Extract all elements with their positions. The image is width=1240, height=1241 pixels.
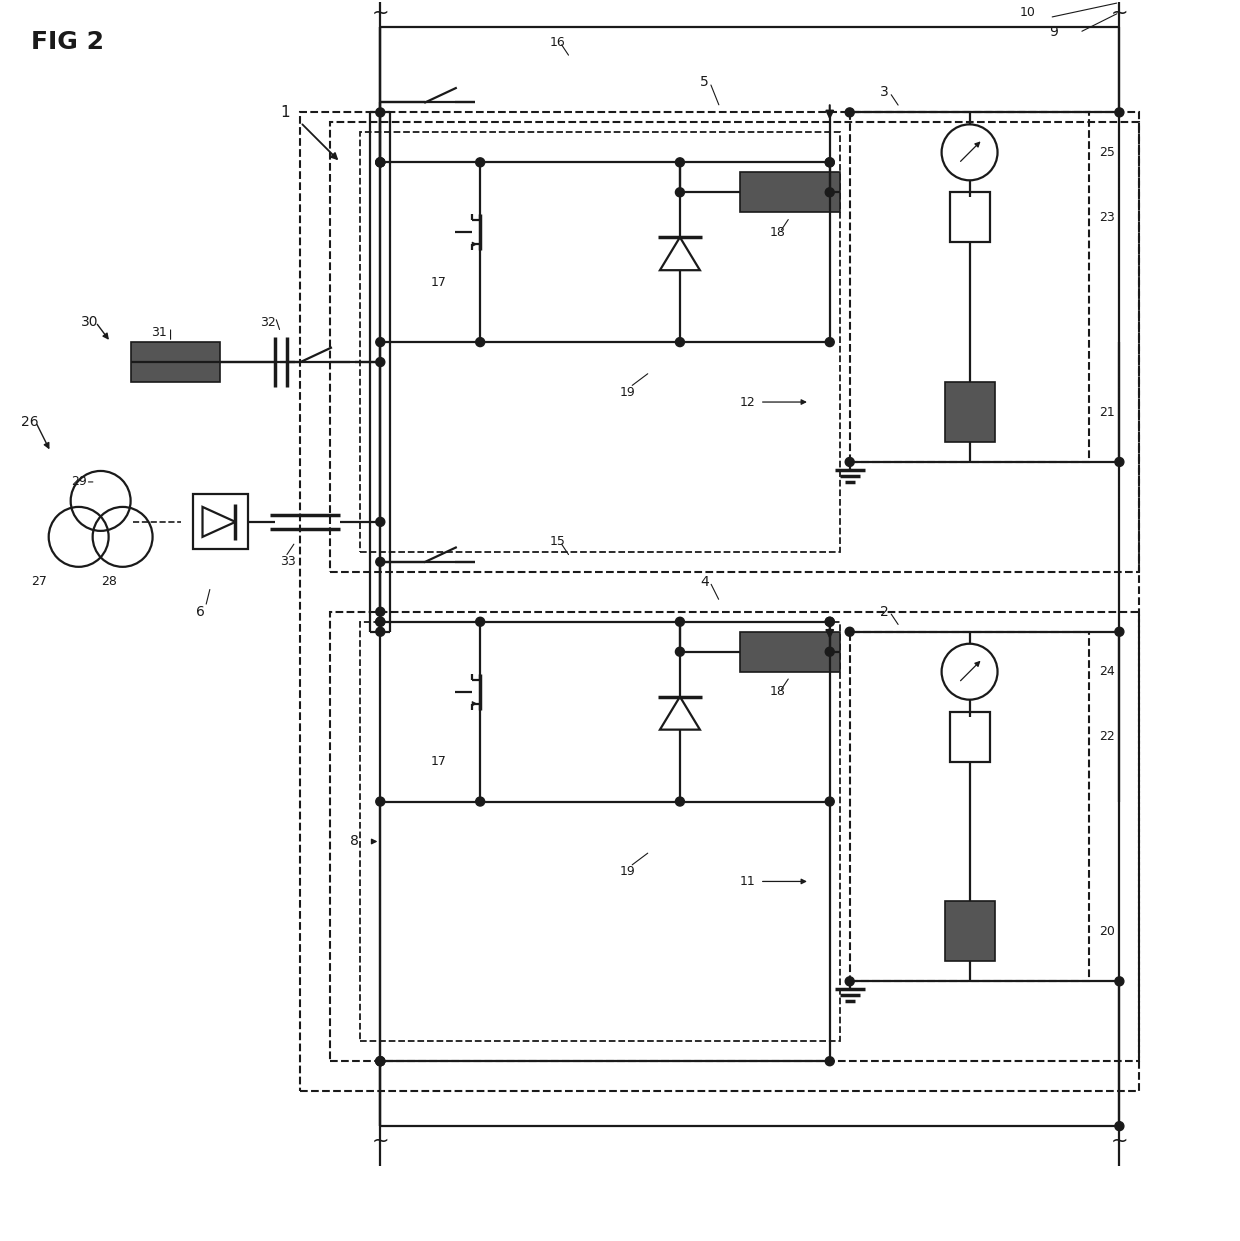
Circle shape (476, 158, 485, 166)
Text: 31: 31 (150, 325, 166, 339)
Polygon shape (740, 632, 839, 671)
Circle shape (376, 627, 384, 637)
Text: 2: 2 (879, 604, 888, 619)
Text: 17: 17 (430, 755, 446, 768)
Circle shape (376, 607, 384, 617)
Circle shape (376, 517, 384, 526)
Circle shape (941, 124, 997, 180)
Circle shape (376, 158, 384, 166)
Text: 3: 3 (879, 86, 888, 99)
Circle shape (826, 158, 835, 166)
Text: ~: ~ (1111, 2, 1128, 22)
Circle shape (476, 338, 485, 346)
Circle shape (676, 158, 684, 166)
Text: 19: 19 (620, 865, 636, 877)
Text: 26: 26 (21, 414, 38, 429)
Circle shape (476, 617, 485, 627)
Polygon shape (945, 901, 994, 962)
Circle shape (376, 1057, 384, 1066)
Circle shape (676, 797, 684, 807)
Text: 6: 6 (196, 604, 205, 619)
Circle shape (846, 627, 854, 637)
Circle shape (1115, 108, 1123, 117)
Circle shape (676, 648, 684, 656)
Circle shape (826, 797, 835, 807)
Circle shape (676, 338, 684, 346)
Text: ~: ~ (372, 1131, 389, 1152)
Text: 32: 32 (260, 315, 277, 329)
Circle shape (846, 977, 854, 985)
Circle shape (376, 1057, 384, 1066)
Circle shape (376, 108, 384, 117)
Circle shape (376, 158, 384, 166)
Circle shape (376, 338, 384, 346)
Circle shape (826, 158, 835, 166)
Circle shape (376, 617, 384, 627)
Text: 33: 33 (280, 555, 296, 568)
Polygon shape (193, 494, 248, 550)
Text: 29: 29 (71, 475, 87, 489)
Circle shape (826, 187, 835, 197)
Text: 19: 19 (620, 386, 636, 398)
Text: 21: 21 (1100, 406, 1115, 418)
Text: 5: 5 (699, 76, 708, 89)
Text: 15: 15 (551, 535, 565, 549)
Text: 18: 18 (770, 685, 786, 699)
Text: 28: 28 (100, 576, 117, 588)
Text: 27: 27 (31, 576, 47, 588)
Polygon shape (740, 172, 839, 212)
Circle shape (1115, 458, 1123, 467)
Text: 25: 25 (1100, 146, 1115, 159)
Circle shape (1115, 627, 1123, 637)
Text: 1: 1 (280, 105, 290, 120)
Text: ~: ~ (372, 2, 389, 22)
Circle shape (676, 617, 684, 627)
Circle shape (846, 458, 854, 467)
Circle shape (826, 338, 835, 346)
Circle shape (676, 187, 684, 197)
Circle shape (376, 1057, 384, 1066)
Text: 18: 18 (770, 226, 786, 238)
Text: 20: 20 (1100, 925, 1115, 938)
Text: 30: 30 (81, 315, 98, 329)
Circle shape (826, 617, 835, 627)
Circle shape (941, 644, 997, 700)
Circle shape (826, 1057, 835, 1066)
Circle shape (376, 797, 384, 807)
Text: 11: 11 (740, 875, 755, 889)
Text: ~: ~ (1111, 1131, 1128, 1152)
Polygon shape (130, 343, 221, 382)
Circle shape (376, 617, 384, 627)
Circle shape (376, 557, 384, 566)
Text: FIG 2: FIG 2 (31, 31, 104, 55)
Circle shape (826, 648, 835, 656)
Circle shape (376, 158, 384, 166)
Text: 24: 24 (1100, 665, 1115, 678)
Circle shape (826, 617, 835, 627)
Text: 12: 12 (740, 396, 755, 408)
Text: 17: 17 (430, 276, 446, 289)
Text: 22: 22 (1100, 730, 1115, 743)
Text: 4: 4 (699, 575, 708, 588)
Text: 16: 16 (551, 36, 565, 48)
Circle shape (1115, 1122, 1123, 1131)
Text: 9: 9 (1049, 26, 1059, 40)
Text: 8: 8 (351, 834, 360, 849)
Circle shape (476, 797, 485, 807)
Polygon shape (950, 711, 990, 762)
Polygon shape (945, 382, 994, 442)
Circle shape (1115, 977, 1123, 985)
Circle shape (376, 357, 384, 366)
Text: 10: 10 (1019, 6, 1035, 19)
Circle shape (846, 108, 854, 117)
Polygon shape (950, 192, 990, 242)
Text: 23: 23 (1100, 211, 1115, 223)
